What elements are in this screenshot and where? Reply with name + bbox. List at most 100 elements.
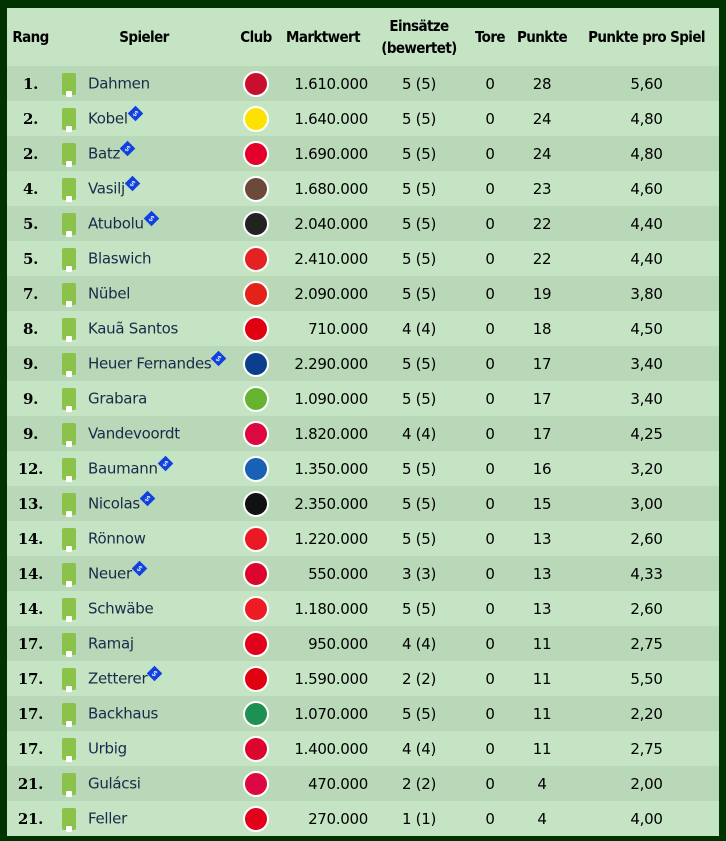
market-value: 2.350.000 <box>278 486 368 521</box>
player-name-link[interactable]: Nübel <box>88 284 131 302</box>
points: 22 <box>532 249 552 268</box>
header-pps[interactable]: Punkte pro Spiel <box>588 28 705 46</box>
club-logo-icon[interactable] <box>243 420 269 447</box>
goals: 0 <box>470 276 510 311</box>
table-row: 9. Grabara 1.090.000 5 (5) 0 17 3,40 <box>7 381 719 416</box>
player-name-link[interactable]: Ramaj <box>88 634 134 652</box>
club-logo-icon[interactable] <box>243 245 269 272</box>
club-logo-icon[interactable] <box>243 525 269 552</box>
points-per-game: 4,00 <box>630 809 663 828</box>
club-cell <box>234 381 278 416</box>
position-badge-icon <box>62 387 76 412</box>
goals: 0 <box>485 249 495 268</box>
header-marktwert[interactable]: Marktwert <box>286 28 361 46</box>
club-logo-icon[interactable] <box>243 630 269 657</box>
rank: 14. <box>7 556 54 591</box>
player-name-link[interactable]: Kobel <box>88 109 128 127</box>
club-cell <box>234 311 278 346</box>
position-badge-icon <box>62 422 76 447</box>
appearances: 5 (5) <box>401 529 437 548</box>
player-name-link[interactable]: Grabara <box>88 389 147 407</box>
table-row: 9. Heuer Fernandes $ 2.290.000 5 (5) 0 17… <box>7 346 719 381</box>
player-name-link[interactable]: Atubolu <box>88 214 144 232</box>
club-logo-icon[interactable] <box>243 560 269 587</box>
appearances: 4 (4) <box>368 416 470 451</box>
player-name-link[interactable]: Neuer <box>88 564 132 582</box>
player-name-link[interactable]: Vasilj <box>88 179 125 197</box>
market-value: 1.350.000 <box>294 459 368 478</box>
header-club[interactable]: Club <box>240 28 272 46</box>
club-logo-icon[interactable] <box>243 455 269 482</box>
player-name-link[interactable]: Blaswich <box>88 249 152 267</box>
goals: 0 <box>485 739 495 758</box>
player-name-link[interactable]: Rönnow <box>88 529 146 547</box>
rank: 9. <box>22 389 39 408</box>
position-badge-icon <box>62 702 76 727</box>
club-cell <box>234 696 278 731</box>
appearances: 2 (2) <box>368 766 470 801</box>
player-name-link[interactable]: Heuer Fernandes <box>88 354 212 372</box>
position-badge-icon <box>62 492 76 517</box>
points: 4 <box>510 766 574 801</box>
player-name-link[interactable]: Backhaus <box>88 704 159 722</box>
position-badge-icon <box>62 667 76 692</box>
player-name-link[interactable]: Batz <box>88 144 121 162</box>
club-logo-icon[interactable] <box>243 70 269 97</box>
market-value: 1.070.000 <box>278 696 368 731</box>
goals: 0 <box>470 136 510 171</box>
points: 17 <box>510 416 574 451</box>
club-logo-icon[interactable] <box>243 665 269 692</box>
club-logo-icon[interactable] <box>243 315 269 342</box>
player-name-link[interactable]: Nicolas <box>88 494 140 512</box>
header-tore[interactable]: Tore <box>475 28 506 46</box>
player-name-link[interactable]: Gulácsi <box>88 774 141 792</box>
points-per-game: 2,20 <box>574 696 719 731</box>
club-logo-icon[interactable] <box>243 210 269 237</box>
player-name-link[interactable]: Baumann <box>88 459 158 477</box>
market-value: 2.040.000 <box>278 206 368 241</box>
player-cell: Vandevoordt <box>54 416 234 451</box>
club-logo-icon[interactable] <box>243 805 269 832</box>
player-name-link[interactable]: Urbig <box>88 739 127 757</box>
player-name-link[interactable]: Vandevoordt <box>88 424 180 442</box>
player-name-link[interactable]: Kauã Santos <box>88 319 179 337</box>
position-badge-icon <box>62 72 76 97</box>
points: 11 <box>510 696 574 731</box>
club-logo-icon[interactable] <box>243 770 269 797</box>
appearances: 5 (5) <box>401 109 437 128</box>
market-value: 1.680.000 <box>294 179 368 198</box>
club-logo-icon[interactable] <box>243 350 269 377</box>
position-badge-icon <box>62 177 76 202</box>
appearances: 2 (2) <box>401 669 437 688</box>
player-name-link[interactable]: Zetterer <box>88 669 148 687</box>
club-logo-icon[interactable] <box>243 490 269 517</box>
club-logo-icon[interactable] <box>243 735 269 762</box>
position-badge-icon <box>62 142 76 167</box>
club-logo-icon[interactable] <box>243 140 269 167</box>
goals: 0 <box>470 416 510 451</box>
player-cell: Atubolu $ <box>54 206 234 241</box>
club-logo-icon[interactable] <box>243 280 269 307</box>
club-logo-icon[interactable] <box>243 175 269 202</box>
player-cell: Kauã Santos <box>54 311 234 346</box>
rank: 4. <box>22 179 39 198</box>
club-logo-icon[interactable] <box>243 700 269 727</box>
position-badge-icon <box>62 352 76 377</box>
market-value: 1.180.000 <box>294 599 368 618</box>
player-name-link[interactable]: Schwäbe <box>88 599 154 617</box>
header-spieler[interactable]: Spieler <box>119 28 169 46</box>
price-tag-icon: $ <box>143 210 159 226</box>
club-logo-icon[interactable] <box>243 595 269 622</box>
club-logo-icon[interactable] <box>243 105 269 132</box>
header-rang[interactable]: Rang <box>12 28 49 46</box>
points-per-game: 3,40 <box>630 389 663 408</box>
points-per-game: 3,80 <box>574 276 719 311</box>
player-name-link[interactable]: Dahmen <box>88 74 150 92</box>
position-badge-icon <box>62 772 76 797</box>
header-punkte[interactable]: Punkte <box>516 28 568 46</box>
rank: 7. <box>7 276 54 311</box>
club-logo-icon[interactable] <box>243 385 269 412</box>
player-name-link[interactable]: Feller <box>88 809 127 827</box>
club-cell <box>234 66 278 101</box>
header-einsaetze[interactable]: Einsätze (bewertet) <box>381 17 457 57</box>
